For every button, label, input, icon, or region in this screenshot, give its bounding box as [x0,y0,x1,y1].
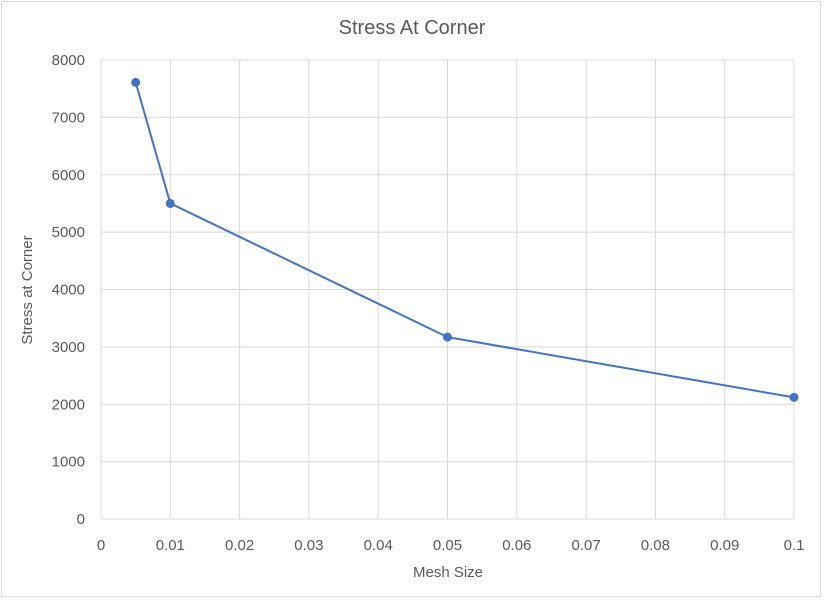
data-series [131,77,799,402]
y-tick-label: 0 [77,511,85,528]
y-tick-label: 2000 [52,396,85,413]
series-line [134,82,795,399]
x-tick-label: 0.03 [294,537,323,554]
data-point [131,77,141,87]
data-point [165,198,175,208]
y-tick-label: 4000 [52,282,85,299]
y-tick-label: 3000 [52,339,85,356]
x-tick-label: 0.05 [433,537,462,554]
data-point [789,392,799,402]
x-tick-label: 0.07 [571,537,600,554]
y-tick-label: 5000 [52,224,85,241]
x-tick-label: 0.1 [784,537,805,554]
x-tick-label: 0.02 [225,537,254,554]
x-axis-ticks: 0 0.01 0.02 0.03 0.04 0.05 0.06 0.07 0.08 0.09 0.1 [97,537,805,554]
x-tick-label: 0.06 [502,537,531,554]
y-axis-label: Stress at Corner [19,235,36,344]
y-tick-label: 6000 [52,167,85,184]
gridlines [100,59,795,520]
x-tick-label: 0.04 [364,537,393,554]
x-tick-label: 0.08 [641,537,670,554]
data-point [443,332,452,342]
y-tick-label: 1000 [52,454,85,471]
x-tick-label: 0 [97,537,105,554]
x-axis-label: Mesh Size [413,564,483,581]
chart-title: Stress At Corner [339,17,486,39]
y-tick-label: 7000 [52,109,85,126]
y-tick-label: 8000 [52,52,85,69]
x-tick-label: 0.01 [156,537,185,554]
x-tick-label: 0.09 [710,537,739,554]
y-axis-ticks: 0 1000 2000 3000 4000 5000 6000 7000 8000 [52,52,85,528]
